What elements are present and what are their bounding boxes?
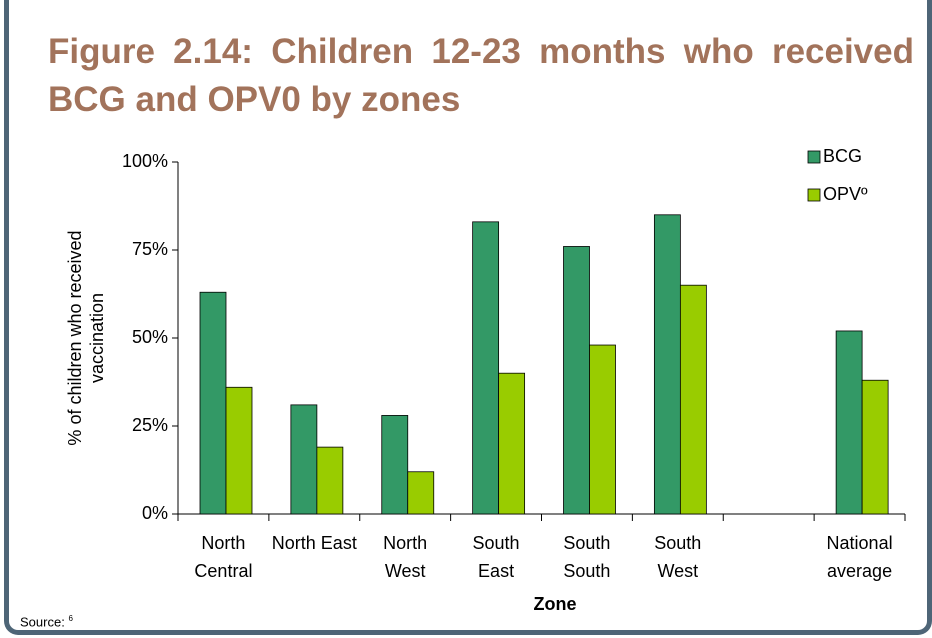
bar [679,284,707,515]
chart-title: Figure 2.14: Children 12-23 months who r… [48,32,914,119]
bar [498,372,526,515]
legend-swatch [807,188,821,202]
legend-swatch [807,150,821,164]
x-tick-label: North West [383,533,428,581]
y-tick-label: 50% [132,327,168,347]
bar [861,379,889,515]
bar [472,221,500,515]
bar [835,330,863,515]
x-tick-label: South West [654,533,702,581]
bar [199,291,227,515]
bar [381,415,409,515]
source-text: Source: [20,614,65,630]
x-tick-label: North Central [194,533,253,581]
x-tick-label: National average [826,533,893,581]
bar [225,386,253,515]
source-ref: 6 [68,614,73,623]
x-tick-label: South South [563,533,611,581]
y-tick-label: 25% [132,415,168,435]
bar [407,471,435,515]
bar [589,344,616,515]
bar [290,404,318,515]
x-tick-label: South East [472,533,520,581]
slide-border [4,0,932,635]
source: Source: 6 [20,614,73,629]
bar [653,214,681,515]
legend-label: OPVº [823,184,868,204]
y-tick-label: 75% [132,239,168,259]
y-tick-label: 100% [122,151,168,171]
x-axis-label: Zone [533,594,577,614]
x-tick-label: North East [271,533,357,553]
legend-label: BCG [823,146,862,166]
bar [316,446,344,515]
y-axis-label: % of children who received vaccination [65,230,107,446]
bar [563,246,590,515]
y-tick-label: 0% [142,503,168,523]
